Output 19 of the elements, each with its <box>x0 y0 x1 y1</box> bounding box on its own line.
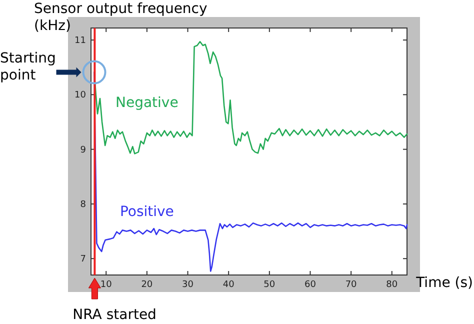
x-tick-label: 30 <box>182 280 194 290</box>
x-tick-label: 40 <box>222 280 235 290</box>
series-label: Positive <box>120 204 174 220</box>
x-tick-label: 50 <box>264 280 276 290</box>
x-axis-title: Time (s) <box>415 275 473 291</box>
x-tick-label: 10 <box>100 280 112 290</box>
series-label: Negative <box>116 94 178 111</box>
y-axis-title: Sensor output frequency (kHz) <box>34 1 208 34</box>
y-tick-label: 8 <box>80 200 86 210</box>
annotation: Starting point <box>0 50 56 84</box>
y-tick-label: 11 <box>74 36 86 46</box>
x-tick-label: 60 <box>304 280 316 290</box>
x-tick-label: 70 <box>345 280 358 290</box>
y-tick-label: 9 <box>80 145 86 156</box>
x-tick-label: 20 <box>141 280 153 290</box>
legend-label: NRA started <box>72 307 156 323</box>
y-tick-label: 7 <box>80 254 86 265</box>
y-tick-label: 10 <box>74 90 86 101</box>
x-tick-label: 80 <box>386 280 398 290</box>
